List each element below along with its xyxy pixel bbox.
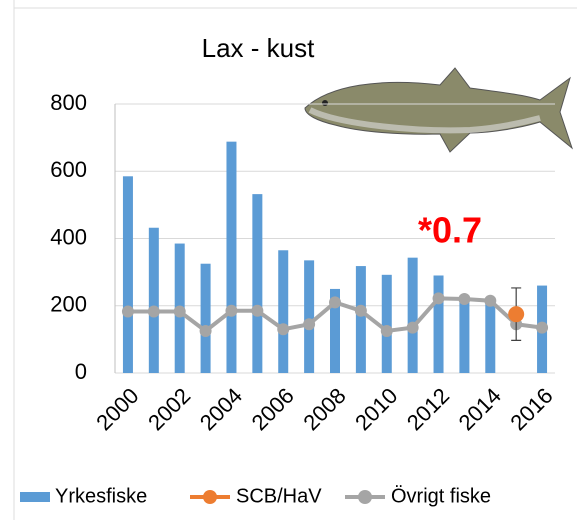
x-tick-label: 2012 [402, 383, 454, 435]
x-tick-label: 2008 [298, 383, 350, 435]
bar [304, 260, 314, 373]
line-marker [458, 293, 470, 305]
line-marker [200, 325, 212, 337]
line-marker [251, 305, 263, 317]
bar [252, 194, 262, 373]
x-tick-label: 2004 [195, 383, 247, 435]
bar [201, 264, 211, 373]
line-marker [329, 296, 341, 308]
line-marker [303, 318, 315, 330]
line-marker [174, 305, 186, 317]
y-tick-label: 200 [50, 292, 87, 317]
line-marker [277, 323, 289, 335]
bar [485, 301, 495, 373]
legend-label: Övrigt fiske [391, 485, 491, 507]
line-marker [225, 305, 237, 317]
y-tick-label: 400 [50, 224, 87, 249]
legend-label: SCB/HaV [236, 485, 322, 507]
bar [459, 299, 469, 373]
legend-swatch [20, 492, 50, 502]
line-marker [148, 305, 160, 317]
bar [356, 266, 366, 373]
chart-title: Lax - kust [202, 33, 315, 63]
x-tick-label: 2006 [247, 383, 299, 435]
bar [123, 176, 133, 373]
fish-illustration [305, 68, 572, 152]
legend-swatch [358, 490, 372, 504]
line-marker [536, 322, 548, 334]
point [508, 306, 524, 322]
line-marker [407, 322, 419, 334]
bar [434, 275, 444, 373]
x-tick-label: 2002 [143, 383, 195, 435]
y-tick-label: 800 [50, 90, 87, 115]
y-tick-label: 0 [75, 359, 87, 384]
bar [408, 258, 418, 373]
annotation: *0.7 [418, 210, 482, 251]
bar [226, 142, 236, 373]
x-tick-label: 2010 [350, 383, 402, 435]
line-marker [381, 325, 393, 337]
line-marker [355, 305, 367, 317]
x-tick-label: 2016 [505, 383, 557, 435]
chart: Lax - kust 0 200 400 600 800 2000200220042006… [0, 0, 577, 520]
line-marker [122, 305, 134, 317]
y-tick-label: 600 [50, 157, 87, 182]
bar [149, 228, 159, 373]
bar [382, 275, 392, 373]
bar [278, 250, 288, 373]
line-marker [433, 292, 445, 304]
legend-swatch [203, 490, 217, 504]
line-marker [484, 295, 496, 307]
legend-label: Yrkesfiske [55, 485, 147, 507]
page: Lax - kust 0 200 400 600 800 2000200220042006… [0, 0, 577, 520]
x-tick-label: 2000 [91, 383, 143, 435]
x-tick-label: 2014 [454, 383, 506, 435]
